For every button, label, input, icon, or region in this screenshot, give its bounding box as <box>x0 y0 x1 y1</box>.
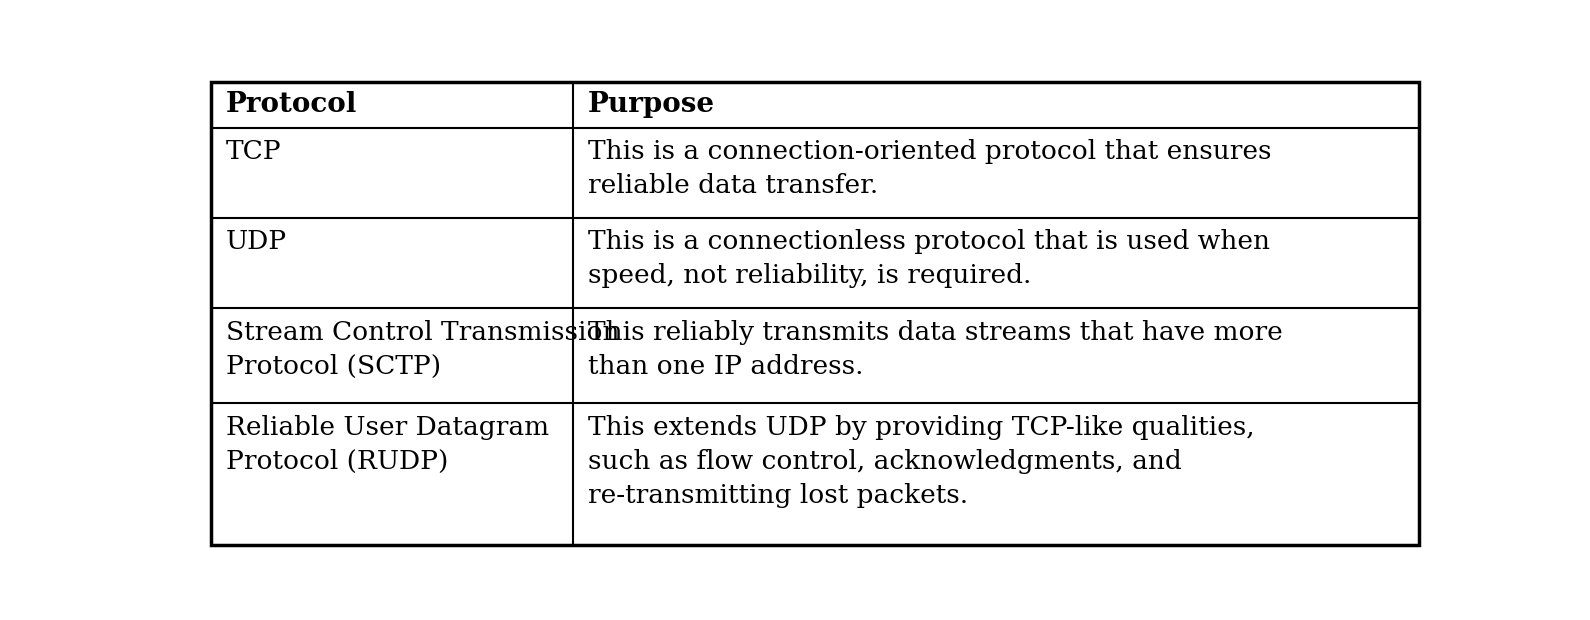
Text: This extends UDP by providing TCP-like qualities,
such as flow control, acknowle: This extends UDP by providing TCP-like q… <box>588 415 1255 508</box>
Text: Protocol: Protocol <box>226 91 356 118</box>
Text: Reliable User Datagram
Protocol (RUDP): Reliable User Datagram Protocol (RUDP) <box>226 415 549 474</box>
Text: Purpose: Purpose <box>588 91 716 118</box>
Text: UDP: UDP <box>226 229 286 254</box>
Text: This reliably transmits data streams that have more
than one IP address.: This reliably transmits data streams tha… <box>588 319 1283 379</box>
Text: TCP: TCP <box>226 140 281 164</box>
Text: This is a connectionless protocol that is used when
speed, not reliability, is r: This is a connectionless protocol that i… <box>588 229 1270 288</box>
Text: This is a connection-oriented protocol that ensures
reliable data transfer.: This is a connection-oriented protocol t… <box>588 140 1272 198</box>
Text: Stream Control Transmission
Protocol (SCTP): Stream Control Transmission Protocol (SC… <box>226 319 619 379</box>
